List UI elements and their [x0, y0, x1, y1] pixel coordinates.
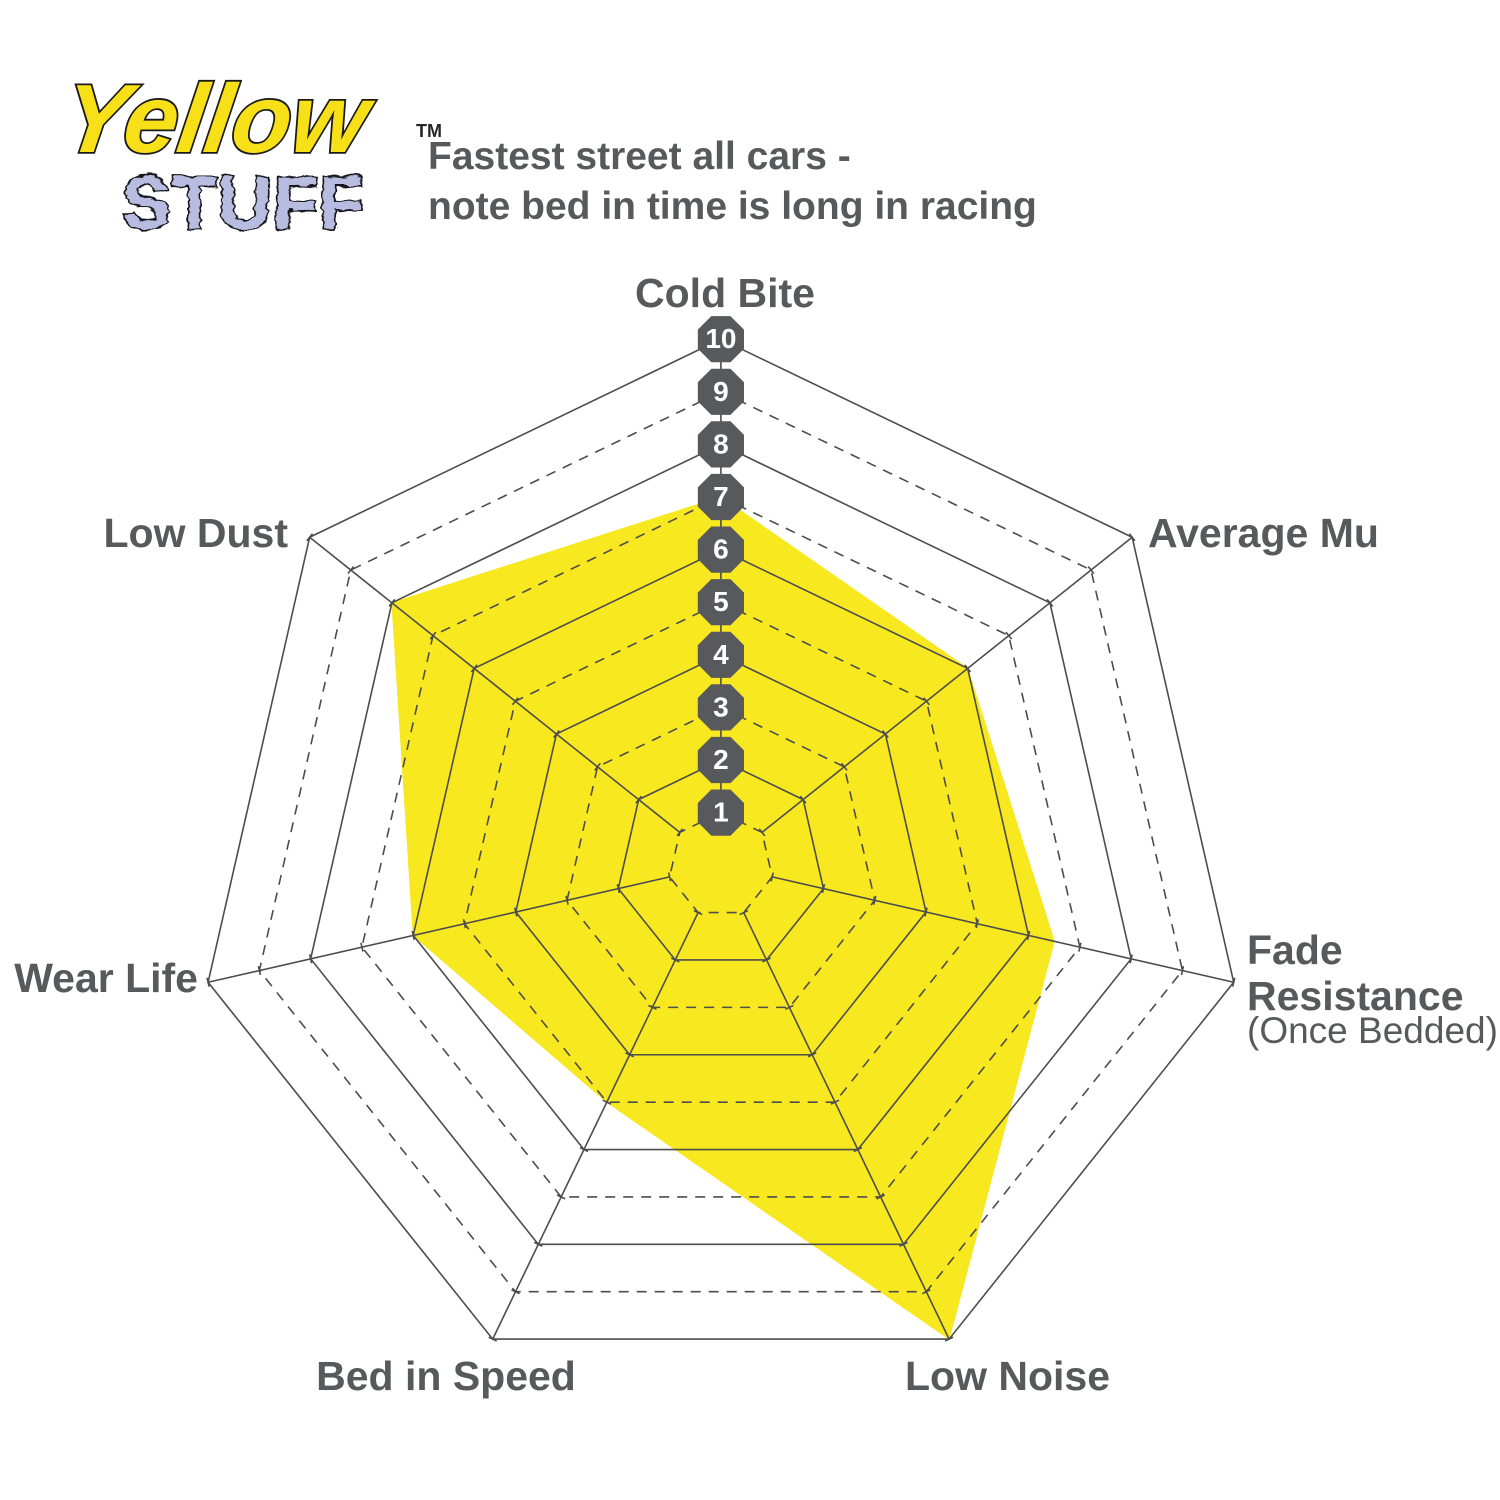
svg-text:8: 8 [713, 428, 729, 459]
svg-text:4: 4 [713, 639, 729, 670]
svg-text:7: 7 [713, 481, 729, 512]
svg-text:5: 5 [713, 586, 729, 617]
svg-text:2: 2 [713, 744, 729, 775]
svg-text:1: 1 [713, 797, 729, 828]
svg-text:9: 9 [713, 376, 729, 407]
svg-text:10: 10 [705, 323, 736, 354]
svg-text:3: 3 [713, 691, 729, 722]
svg-text:6: 6 [713, 534, 729, 565]
